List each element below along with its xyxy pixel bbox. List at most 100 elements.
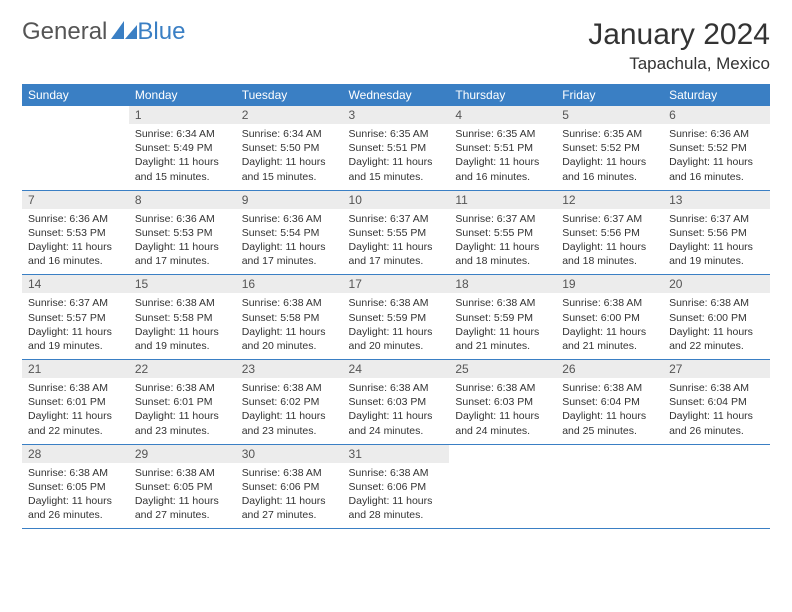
day-number: 7 (22, 191, 129, 209)
day-details: Sunrise: 6:35 AMSunset: 5:51 PMDaylight:… (343, 124, 450, 190)
calendar-cell: 22Sunrise: 6:38 AMSunset: 6:01 PMDayligh… (129, 360, 236, 445)
day-details: Sunrise: 6:36 AMSunset: 5:52 PMDaylight:… (663, 124, 770, 190)
day-number: 15 (129, 275, 236, 293)
sunrise-text: Sunrise: 6:37 AM (28, 296, 123, 310)
sunset-text: Sunset: 6:05 PM (135, 480, 230, 494)
weekday-header: Friday (556, 84, 663, 106)
calendar-cell: 31Sunrise: 6:38 AMSunset: 6:06 PMDayligh… (343, 444, 450, 529)
sunset-text: Sunset: 5:54 PM (242, 226, 337, 240)
daylight-text: Daylight: 11 hours and 18 minutes. (455, 240, 550, 268)
logo-text-b: Blue (137, 18, 185, 46)
logo: General Blue (22, 18, 185, 46)
sunrise-text: Sunrise: 6:36 AM (135, 212, 230, 226)
day-number: 4 (449, 106, 556, 124)
sunset-text: Sunset: 5:49 PM (135, 141, 230, 155)
daylight-text: Daylight: 11 hours and 20 minutes. (349, 325, 444, 353)
calendar-cell: 21Sunrise: 6:38 AMSunset: 6:01 PMDayligh… (22, 360, 129, 445)
sunrise-text: Sunrise: 6:38 AM (455, 381, 550, 395)
day-details: Sunrise: 6:36 AMSunset: 5:53 PMDaylight:… (22, 209, 129, 275)
sunset-text: Sunset: 6:06 PM (349, 480, 444, 494)
sunrise-text: Sunrise: 6:38 AM (242, 466, 337, 480)
daylight-text: Daylight: 11 hours and 22 minutes. (669, 325, 764, 353)
day-number: 26 (556, 360, 663, 378)
calendar-cell: 30 Sunrise: 6:38 AMSunset: 6:06 PMDayligh… (236, 444, 343, 529)
sunset-text: Sunset: 6:00 PM (669, 311, 764, 325)
header: General Blue January 2024 Tapachula, Mex… (22, 18, 770, 74)
daylight-text: Daylight: 11 hours and 17 minutes. (349, 240, 444, 268)
logo-mark-icon (111, 18, 137, 46)
day-number: 31 (343, 445, 450, 463)
calendar-cell: 15Sunrise: 6:38 AMSunset: 5:58 PMDayligh… (129, 275, 236, 360)
calendar-week-row: 28Sunrise: 6:38 AMSunset: 6:05 PMDayligh… (22, 444, 770, 529)
calendar-cell: 17Sunrise: 6:38 AMSunset: 5:59 PMDayligh… (343, 275, 450, 360)
daylight-text: Daylight: 11 hours and 16 minutes. (28, 240, 123, 268)
day-number: 25 (449, 360, 556, 378)
calendar-cell: 2Sunrise: 6:34 AMSunset: 5:50 PMDaylight… (236, 106, 343, 190)
sunset-text: Sunset: 5:59 PM (349, 311, 444, 325)
day-number: 18 (449, 275, 556, 293)
sunset-text: Sunset: 5:59 PM (455, 311, 550, 325)
sunrise-text: Sunrise: 6:37 AM (562, 212, 657, 226)
daylight-text: Daylight: 11 hours and 23 minutes. (135, 409, 230, 437)
sunrise-text: Sunrise: 6:38 AM (562, 381, 657, 395)
daylight-text: Daylight: 11 hours and 28 minutes. (349, 494, 444, 522)
daylight-text: Daylight: 11 hours and 15 minutes. (349, 155, 444, 183)
daylight-text: Daylight: 11 hours and 18 minutes. (562, 240, 657, 268)
sunset-text: Sunset: 5:56 PM (562, 226, 657, 240)
day-number: 5 (556, 106, 663, 124)
sunrise-text: Sunrise: 6:37 AM (669, 212, 764, 226)
sunset-text: Sunset: 6:05 PM (28, 480, 123, 494)
day-number: 1 (129, 106, 236, 124)
day-details: Sunrise: 6:38 AMSunset: 6:00 PMDaylight:… (663, 293, 770, 359)
daylight-text: Daylight: 11 hours and 26 minutes. (669, 409, 764, 437)
calendar-week-row: 7Sunrise: 6:36 AMSunset: 5:53 PMDaylight… (22, 190, 770, 275)
day-number: 24 (343, 360, 450, 378)
daylight-text: Daylight: 11 hours and 25 minutes. (562, 409, 657, 437)
daylight-text: Daylight: 11 hours and 19 minutes. (28, 325, 123, 353)
daylight-text: Daylight: 11 hours and 27 minutes. (242, 494, 337, 522)
weekday-header: Thursday (449, 84, 556, 106)
day-number: 27 (663, 360, 770, 378)
day-number: 11 (449, 191, 556, 209)
day-number: 22 (129, 360, 236, 378)
day-details: Sunrise: 6:38 AMSunset: 6:03 PMDaylight:… (449, 378, 556, 444)
sunrise-text: Sunrise: 6:38 AM (562, 296, 657, 310)
calendar-cell: 8Sunrise: 6:36 AMSunset: 5:53 PMDaylight… (129, 190, 236, 275)
daylight-text: Daylight: 11 hours and 19 minutes. (135, 325, 230, 353)
daylight-text: Daylight: 11 hours and 17 minutes. (135, 240, 230, 268)
sunrise-text: Sunrise: 6:38 AM (669, 296, 764, 310)
sunrise-text: Sunrise: 6:34 AM (242, 127, 337, 141)
day-number: 9 (236, 191, 343, 209)
day-details: Sunrise: 6:38 AMSunset: 6:03 PMDaylight:… (343, 378, 450, 444)
calendar-cell: 20Sunrise: 6:38 AMSunset: 6:00 PMDayligh… (663, 275, 770, 360)
day-details: Sunrise: 6:37 AMSunset: 5:55 PMDaylight:… (343, 209, 450, 275)
calendar-cell: 19Sunrise: 6:38 AMSunset: 6:00 PMDayligh… (556, 275, 663, 360)
sunrise-text: Sunrise: 6:38 AM (135, 466, 230, 480)
sunset-text: Sunset: 6:03 PM (349, 395, 444, 409)
day-details: Sunrise: 6:38 AMSunset: 6:06 PMDaylight:… (343, 463, 450, 529)
day-number: 20 (663, 275, 770, 293)
daylight-text: Daylight: 11 hours and 15 minutes. (135, 155, 230, 183)
sunset-text: Sunset: 6:04 PM (669, 395, 764, 409)
sunrise-text: Sunrise: 6:37 AM (455, 212, 550, 226)
day-details: Sunrise: 6:34 AMSunset: 5:50 PMDaylight:… (236, 124, 343, 190)
calendar-cell: 24Sunrise: 6:38 AMSunset: 6:03 PMDayligh… (343, 360, 450, 445)
day-number: 17 (343, 275, 450, 293)
calendar-cell (22, 106, 129, 190)
daylight-text: Daylight: 11 hours and 21 minutes. (562, 325, 657, 353)
daylight-text: Daylight: 11 hours and 16 minutes. (669, 155, 764, 183)
calendar-cell: 26Sunrise: 6:38 AMSunset: 6:04 PMDayligh… (556, 360, 663, 445)
daylight-text: Daylight: 11 hours and 16 minutes. (455, 155, 550, 183)
day-number: 29 (129, 445, 236, 463)
calendar-cell: 12Sunrise: 6:37 AMSunset: 5:56 PMDayligh… (556, 190, 663, 275)
daylight-text: Daylight: 11 hours and 24 minutes. (455, 409, 550, 437)
sunset-text: Sunset: 6:06 PM (242, 480, 337, 494)
sunrise-text: Sunrise: 6:38 AM (242, 296, 337, 310)
day-number: 30 (236, 445, 343, 463)
sunset-text: Sunset: 5:51 PM (349, 141, 444, 155)
sunrise-text: Sunrise: 6:38 AM (28, 381, 123, 395)
calendar-cell: 25Sunrise: 6:38 AMSunset: 6:03 PMDayligh… (449, 360, 556, 445)
sunset-text: Sunset: 6:02 PM (242, 395, 337, 409)
sunrise-text: Sunrise: 6:34 AM (135, 127, 230, 141)
sunset-text: Sunset: 5:55 PM (455, 226, 550, 240)
